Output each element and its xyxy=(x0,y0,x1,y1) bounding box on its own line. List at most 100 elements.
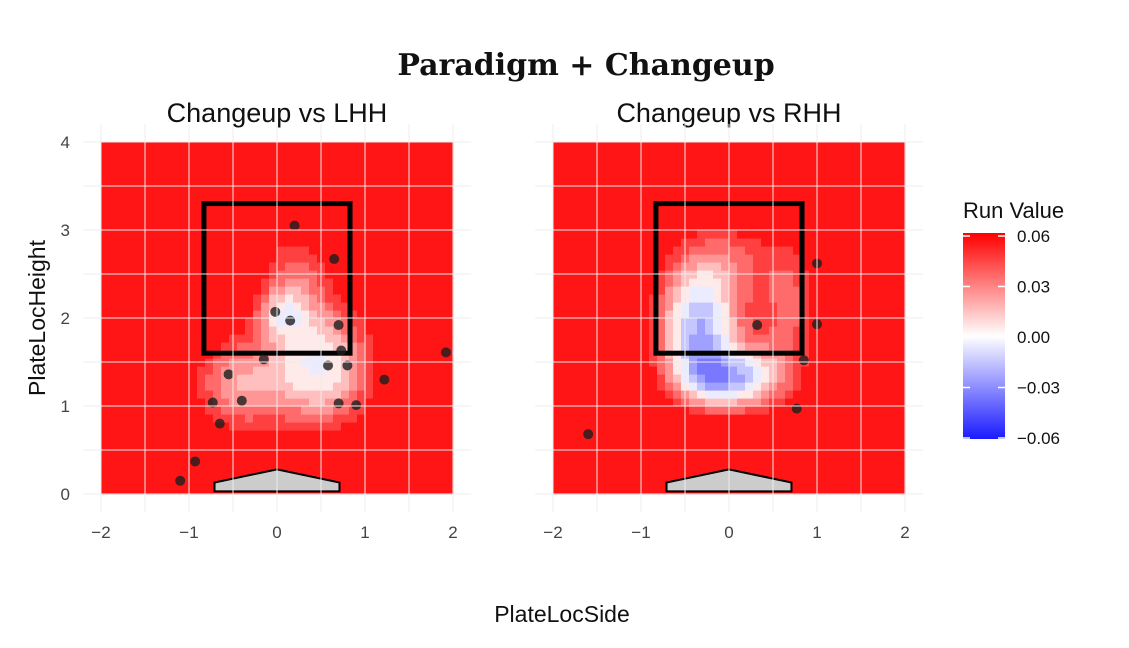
heatmap-cell xyxy=(221,254,230,263)
heatmap-cell xyxy=(561,198,570,207)
heatmap-cell xyxy=(325,382,334,391)
heatmap-cell xyxy=(413,342,422,351)
heatmap-cell xyxy=(389,142,398,151)
heatmap-cell xyxy=(889,222,898,231)
heatmap-cell xyxy=(301,166,310,175)
heatmap-cell xyxy=(657,254,666,263)
heatmap-cell xyxy=(245,190,254,199)
heatmap-cell xyxy=(809,206,818,215)
heatmap-cell xyxy=(365,262,374,271)
heatmap-cell xyxy=(729,414,738,423)
heatmap-cell xyxy=(849,286,858,295)
heatmap-cell xyxy=(213,382,222,391)
heatmap-cell xyxy=(697,246,706,255)
heatmap-cell xyxy=(133,174,142,183)
heatmap-cell xyxy=(285,342,294,351)
heatmap-cell xyxy=(865,158,874,167)
heatmap-cell xyxy=(793,414,802,423)
heatmap-cell xyxy=(309,262,318,271)
heatmap-cell xyxy=(721,398,730,407)
heatmap-cell xyxy=(293,238,302,247)
heatmap-cell xyxy=(777,254,786,263)
heatmap-cell xyxy=(397,246,406,255)
heatmap-cell xyxy=(873,150,882,159)
heatmap-cell xyxy=(785,206,794,215)
heatmap-cell xyxy=(189,366,198,375)
heatmap-cell xyxy=(873,350,882,359)
heatmap-cell xyxy=(665,414,674,423)
heatmap-cell xyxy=(117,390,126,399)
heatmap-cell xyxy=(609,318,618,327)
heatmap-cell xyxy=(609,150,618,159)
heatmap-cell xyxy=(397,462,406,471)
heatmap-cell xyxy=(561,206,570,215)
heatmap-cell xyxy=(745,438,754,447)
heatmap-cell xyxy=(833,470,842,479)
heatmap-cell xyxy=(825,454,834,463)
heatmap-cell xyxy=(285,222,294,231)
heatmap-cell xyxy=(261,166,270,175)
heatmap-cell xyxy=(809,174,818,183)
heatmap-cell xyxy=(285,230,294,239)
heatmap-cell xyxy=(357,318,366,327)
heatmap-cell xyxy=(793,390,802,399)
heatmap-cell xyxy=(381,342,390,351)
heatmap-cell xyxy=(149,230,158,239)
heatmap-cell xyxy=(149,350,158,359)
heatmap-cell xyxy=(205,430,214,439)
heatmap-cell xyxy=(665,470,674,479)
heatmap-cell xyxy=(841,478,850,487)
heatmap-cell xyxy=(737,190,746,199)
heatmap-cell xyxy=(881,350,890,359)
heatmap-cell xyxy=(897,206,906,215)
heatmap-cell xyxy=(157,478,166,487)
heatmap-cell xyxy=(165,398,174,407)
heatmap-cell xyxy=(625,238,634,247)
heatmap-cell xyxy=(181,454,190,463)
heatmap-cell xyxy=(117,382,126,391)
heatmap-cell xyxy=(673,190,682,199)
heatmap-cell xyxy=(109,198,118,207)
heatmap-cell xyxy=(293,310,302,319)
heatmap-cell xyxy=(101,206,110,215)
heatmap-cell xyxy=(865,142,874,151)
heatmap-cell xyxy=(381,190,390,199)
heatmap-cell xyxy=(101,406,110,415)
heatmap-cell xyxy=(617,206,626,215)
heatmap-cell xyxy=(269,382,278,391)
heatmap-cell xyxy=(341,302,350,311)
heatmap-cell xyxy=(285,382,294,391)
heatmap-cell xyxy=(577,302,586,311)
heatmap-cell xyxy=(349,454,358,463)
heatmap-cell xyxy=(873,422,882,431)
heatmap-cell xyxy=(785,374,794,383)
heatmap-cell xyxy=(849,254,858,263)
heatmap-cell xyxy=(133,190,142,199)
heatmap-cell xyxy=(617,262,626,271)
heatmap-cell xyxy=(205,254,214,263)
heatmap-cell xyxy=(349,262,358,271)
heatmap-cell xyxy=(585,374,594,383)
heatmap-cell xyxy=(617,238,626,247)
heatmap-cell xyxy=(165,406,174,415)
heatmap-cell xyxy=(625,334,634,343)
heatmap-cell xyxy=(817,230,826,239)
heatmap-cell xyxy=(553,486,562,495)
heatmap-cell xyxy=(697,278,706,287)
heatmap-cell xyxy=(213,430,222,439)
heatmap-cell xyxy=(601,230,610,239)
heatmap-cell xyxy=(389,486,398,495)
heatmap-cell xyxy=(585,326,594,335)
heatmap-cell xyxy=(793,310,802,319)
heatmap-cell xyxy=(181,350,190,359)
heatmap-cell xyxy=(641,398,650,407)
heatmap-cell xyxy=(157,318,166,327)
heatmap-cell xyxy=(357,478,366,487)
heatmap-cell xyxy=(761,406,770,415)
heatmap-cell xyxy=(237,158,246,167)
heatmap-cell xyxy=(389,374,398,383)
heatmap-cell xyxy=(881,398,890,407)
y-tick-label: 3 xyxy=(61,221,70,240)
heatmap-cell xyxy=(697,302,706,311)
heatmap-cell xyxy=(101,174,110,183)
